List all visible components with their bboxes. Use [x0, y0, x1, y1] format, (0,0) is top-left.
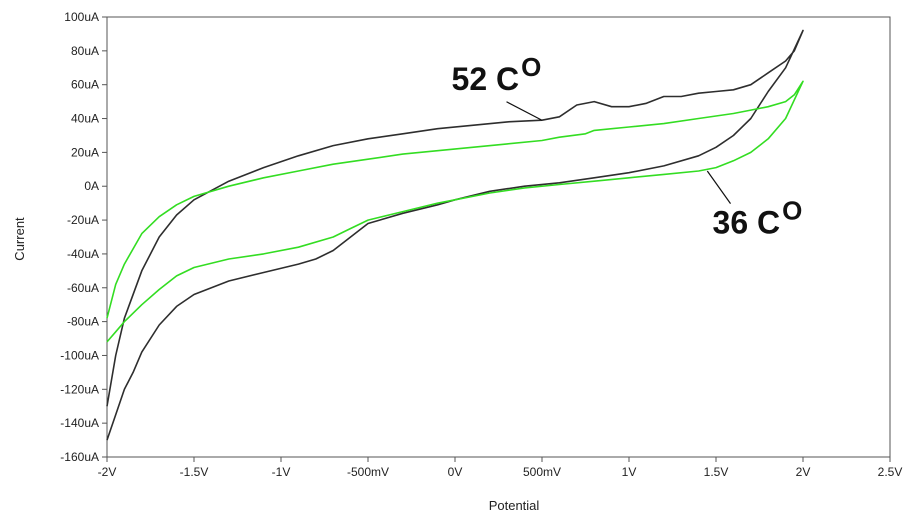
y-tick-label: 60uA [71, 78, 99, 92]
series-line-2 [106, 80, 804, 343]
y-tick-label: -100uA [60, 348, 99, 362]
y-tick-label: 80uA [71, 44, 99, 58]
annotation-leader [506, 101, 543, 121]
annotation-text: 36 C [713, 205, 781, 241]
annotation-text: 52 C [452, 61, 520, 97]
annotation-leader [706, 170, 732, 204]
y-tick-label: -40uA [67, 247, 99, 261]
y-tick-label: -120uA [60, 382, 99, 396]
series-layer [106, 29, 804, 441]
y-tick-label: -60uA [67, 281, 99, 295]
x-tick-label: 0V [448, 465, 463, 479]
x-tick-label: 2.5V [878, 465, 903, 479]
x-tick-label: -1.5V [180, 465, 209, 479]
annotation-label: 52 CO [452, 52, 542, 97]
x-axis: -2V -1.5V -1V -500mV 0V 500mV 1V 1.5V 2V 2.5V [98, 457, 903, 479]
y-tick-label: -80uA [67, 315, 99, 329]
x-tick-label: -1V [272, 465, 291, 479]
annotation-label: 36 CO [713, 196, 803, 241]
plot-area [106, 16, 891, 458]
x-tick-label: 500mV [523, 465, 561, 479]
annotation-superscript: O [782, 196, 802, 226]
y-tick-label: 40uA [71, 112, 99, 126]
annotation-superscript: O [521, 52, 541, 82]
y-tick-label: 20uA [71, 145, 99, 159]
x-tick-label: 1V [622, 465, 637, 479]
y-axis-label: Current [12, 217, 27, 261]
series-line-1 [106, 29, 804, 441]
x-tick-label: 2V [796, 465, 811, 479]
y-tick-label: -140uA [60, 416, 99, 430]
plot-frame [106, 16, 891, 458]
y-tick-label: 0A [84, 179, 99, 193]
y-tick-label: 100uA [64, 10, 99, 24]
x-axis-label: Potential [489, 498, 540, 513]
x-tick-label: -2V [98, 465, 117, 479]
y-tick-label: -20uA [67, 213, 99, 227]
y-tick-label: -160uA [60, 450, 99, 464]
x-tick-label: 1.5V [704, 465, 729, 479]
x-tick-label: -500mV [347, 465, 389, 479]
y-axis: 100uA 80uA 60uA 40uA 20uA 0A -20uA -40uA -60uA -8… [60, 10, 107, 464]
